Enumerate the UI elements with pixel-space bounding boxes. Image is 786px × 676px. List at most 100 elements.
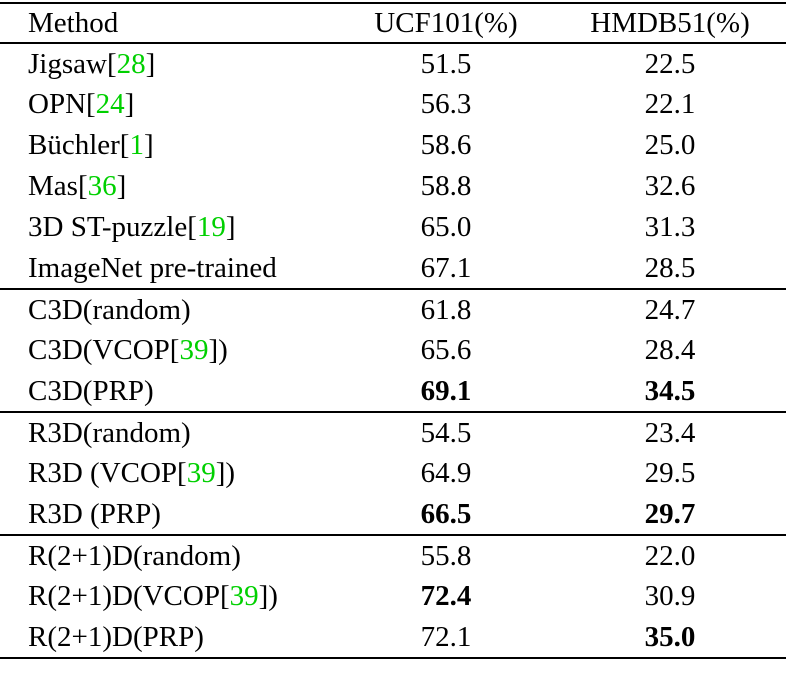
hmdb51-value: 35.0 xyxy=(644,620,696,653)
method-label: ImageNet pre-trained xyxy=(28,251,277,284)
ucf101-value: 58.8 xyxy=(420,170,472,202)
citation-ref[interactable]: 36 xyxy=(87,170,117,202)
method-cell: C3D(random) xyxy=(0,289,338,330)
ucf101-value: 64.9 xyxy=(420,457,472,489)
col-header-method: Method xyxy=(0,3,338,44)
method-cell: Büchler[1] xyxy=(0,125,338,166)
method-cell: ImageNet pre-trained xyxy=(0,248,338,289)
method-label: R3D(random) xyxy=(28,416,191,449)
method-cell: 3D ST-puzzle[19] xyxy=(0,207,338,248)
col-header-hmdb51: HMDB51(%) xyxy=(554,3,786,44)
table-section-1: Jigsaw[28] 51.5 22.5 OPN[24] 56.3 22.1 Büchler… xyxy=(0,43,786,289)
table-section-2: C3D(random) 61.8 24.7 C3D(VCOP[39]) 65.6 28.4… xyxy=(0,289,786,412)
citation-ref[interactable]: 1 xyxy=(129,129,144,161)
table-row: 3D ST-puzzle[19] 65.0 31.3 xyxy=(0,207,786,248)
table-row: R3D (PRP) 66.5 29.7 xyxy=(0,494,786,535)
table-row: R3D (VCOP[39]) 64.9 29.5 xyxy=(0,453,786,494)
method-label: R(2+1)D(VCOP[ xyxy=(28,580,230,612)
ucf101-value: 66.5 xyxy=(420,497,472,530)
method-label: OPN[ xyxy=(28,88,96,120)
method-cell: R3D (PRP) xyxy=(0,494,338,535)
method-label: C3D(VCOP[ xyxy=(28,334,180,366)
hmdb51-value: 31.3 xyxy=(644,211,696,243)
method-label-suffix: ] xyxy=(116,170,127,202)
method-cell: C3D(PRP) xyxy=(0,371,338,412)
method-label: R(2+1)D(PRP) xyxy=(28,620,204,653)
ucf101-value: 72.4 xyxy=(420,580,472,612)
method-cell: R(2+1)D(random) xyxy=(0,535,338,576)
hmdb51-value: 22.5 xyxy=(644,47,696,80)
hmdb51-value: 32.6 xyxy=(644,170,696,202)
table-section-4: R(2+1)D(random) 55.8 22.0 R(2+1)D(VCOP[39])… xyxy=(0,535,786,658)
method-cell: C3D(VCOP[39]) xyxy=(0,330,338,371)
method-cell: OPN[24] xyxy=(0,84,338,125)
method-label: C3D(random) xyxy=(28,293,191,326)
citation-ref[interactable]: 19 xyxy=(196,211,226,243)
ucf101-value: 72.1 xyxy=(420,620,472,653)
ucf101-value: 51.5 xyxy=(420,47,472,80)
method-cell: Mas[36] xyxy=(0,166,338,207)
hmdb51-value: 25.0 xyxy=(644,129,696,161)
method-label-suffix: ] xyxy=(225,211,236,243)
method-cell: R3D (VCOP[39]) xyxy=(0,453,338,494)
method-label: 3D ST-puzzle[ xyxy=(28,211,197,243)
hmdb51-value: 29.5 xyxy=(644,457,696,489)
method-label: C3D(PRP) xyxy=(28,374,154,407)
citation-ref[interactable]: 39 xyxy=(186,457,216,489)
citation-ref[interactable]: 24 xyxy=(95,88,125,120)
hmdb51-value: 23.4 xyxy=(644,416,696,449)
method-label-suffix: ]) xyxy=(208,334,228,366)
hmdb51-value: 29.7 xyxy=(644,497,696,530)
method-cell: R(2+1)D(VCOP[39]) xyxy=(0,576,338,617)
table-row: R(2+1)D(PRP) 72.1 35.0 xyxy=(0,617,786,658)
ucf101-value: 61.8 xyxy=(420,293,472,326)
hmdb51-value: 22.0 xyxy=(644,539,696,572)
header-row: Method UCF101(%) HMDB51(%) xyxy=(0,3,786,44)
method-label: R3D (PRP) xyxy=(28,497,161,530)
method-label-suffix: ]) xyxy=(258,580,278,612)
ucf101-value: 56.3 xyxy=(420,88,472,120)
table-row: Mas[36] 58.8 32.6 xyxy=(0,166,786,207)
ucf101-value: 69.1 xyxy=(420,374,472,407)
hmdb51-value: 24.7 xyxy=(644,293,696,326)
citation-ref[interactable]: 28 xyxy=(116,47,146,80)
method-label-suffix: ] xyxy=(124,88,135,120)
table-row: C3D(random) 61.8 24.7 xyxy=(0,289,786,330)
method-label: Jigsaw[ xyxy=(28,47,117,80)
hmdb51-value: 34.5 xyxy=(644,374,696,407)
table-header: Method UCF101(%) HMDB51(%) xyxy=(0,3,786,44)
hmdb51-value: 28.5 xyxy=(644,251,696,284)
table-row: R3D(random) 54.5 23.4 xyxy=(0,412,786,453)
method-label-suffix: ] xyxy=(145,47,156,80)
citation-ref[interactable]: 39 xyxy=(229,580,259,612)
table-row: C3D(VCOP[39]) 65.6 28.4 xyxy=(0,330,786,371)
ucf101-value: 58.6 xyxy=(420,129,472,161)
table-row: OPN[24] 56.3 22.1 xyxy=(0,84,786,125)
method-label: Büchler[ xyxy=(28,129,130,161)
table-row: C3D(PRP) 69.1 34.5 xyxy=(0,371,786,412)
method-label-suffix: ]) xyxy=(215,457,236,489)
col-header-ucf101: UCF101(%) xyxy=(338,3,554,44)
table-row: ImageNet pre-trained 67.1 28.5 xyxy=(0,248,786,289)
hmdb51-value: 30.9 xyxy=(644,580,696,612)
ucf101-value: 67.1 xyxy=(420,251,472,284)
method-label-suffix: ] xyxy=(143,129,154,161)
ucf101-value: 55.8 xyxy=(420,539,472,572)
ucf101-value: 65.6 xyxy=(420,334,472,366)
hmdb51-value: 22.1 xyxy=(644,88,696,120)
citation-ref[interactable]: 39 xyxy=(179,334,209,366)
results-table: Method UCF101(%) HMDB51(%) Jigsaw[28] 51.… xyxy=(0,2,786,659)
table-row: R(2+1)D(VCOP[39]) 72.4 30.9 xyxy=(0,576,786,617)
method-cell: R(2+1)D(PRP) xyxy=(0,617,338,658)
ucf101-value: 65.0 xyxy=(420,211,472,243)
table-section-3: R3D(random) 54.5 23.4 R3D (VCOP[39]) 64.9 29.… xyxy=(0,412,786,535)
table-row: Büchler[1] 58.6 25.0 xyxy=(0,125,786,166)
table-row: Jigsaw[28] 51.5 22.5 xyxy=(0,43,786,84)
method-label: R3D (VCOP[ xyxy=(28,457,187,489)
ucf101-value: 54.5 xyxy=(420,416,472,449)
table-row: R(2+1)D(random) 55.8 22.0 xyxy=(0,535,786,576)
method-cell: R3D(random) xyxy=(0,412,338,453)
method-cell: Jigsaw[28] xyxy=(0,43,338,84)
method-label: Mas[ xyxy=(28,170,88,202)
method-label: R(2+1)D(random) xyxy=(28,539,241,572)
